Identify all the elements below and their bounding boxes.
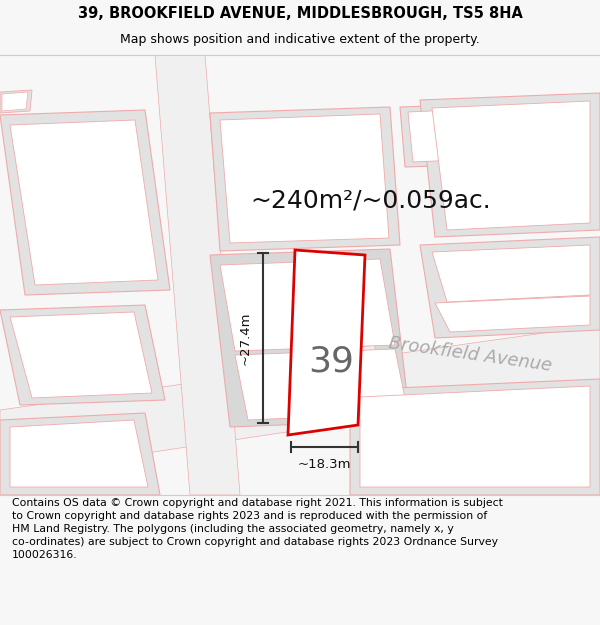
Polygon shape: [400, 105, 465, 167]
Polygon shape: [10, 312, 152, 398]
Polygon shape: [0, 305, 165, 405]
Polygon shape: [220, 259, 395, 351]
Polygon shape: [360, 386, 590, 487]
Text: Contains OS data © Crown copyright and database right 2021. This information is : Contains OS data © Crown copyright and d…: [12, 498, 503, 561]
Polygon shape: [10, 420, 148, 487]
Polygon shape: [350, 379, 600, 495]
Text: Brookfield Avenue: Brookfield Avenue: [387, 334, 553, 376]
Text: ~27.4m: ~27.4m: [239, 311, 251, 365]
Polygon shape: [155, 55, 240, 495]
Polygon shape: [10, 120, 158, 285]
Polygon shape: [432, 101, 590, 230]
Polygon shape: [0, 413, 160, 495]
Polygon shape: [432, 245, 590, 302]
Polygon shape: [435, 296, 590, 332]
Polygon shape: [288, 250, 365, 435]
Polygon shape: [340, 345, 375, 415]
Polygon shape: [420, 93, 600, 237]
Text: 39, BROOKFIELD AVENUE, MIDDLESBROUGH, TS5 8HA: 39, BROOKFIELD AVENUE, MIDDLESBROUGH, TS…: [77, 6, 523, 21]
Polygon shape: [210, 249, 410, 427]
Polygon shape: [0, 90, 32, 113]
Polygon shape: [2, 92, 28, 111]
Polygon shape: [0, 110, 170, 295]
Text: 39: 39: [308, 344, 355, 378]
Polygon shape: [210, 107, 400, 251]
Polygon shape: [408, 110, 458, 162]
Text: ~240m²/~0.059ac.: ~240m²/~0.059ac.: [250, 188, 491, 212]
Polygon shape: [235, 349, 408, 420]
Text: Map shows position and indicative extent of the property.: Map shows position and indicative extent…: [120, 33, 480, 46]
Polygon shape: [220, 114, 389, 243]
Polygon shape: [0, 325, 600, 475]
Text: ~18.3m: ~18.3m: [298, 458, 351, 471]
Polygon shape: [420, 237, 600, 338]
